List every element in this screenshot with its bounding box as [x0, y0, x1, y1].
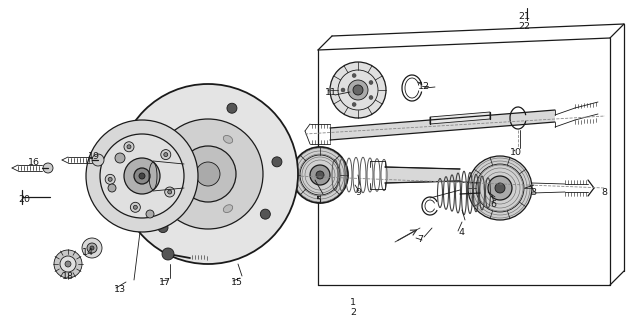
- Circle shape: [468, 156, 532, 220]
- Circle shape: [165, 187, 175, 197]
- Circle shape: [118, 84, 298, 264]
- Text: 2: 2: [350, 308, 356, 317]
- Text: 8: 8: [601, 188, 607, 197]
- Text: 11: 11: [325, 88, 337, 97]
- Circle shape: [100, 134, 184, 218]
- Circle shape: [134, 168, 150, 184]
- Circle shape: [105, 174, 115, 184]
- Text: 6: 6: [490, 200, 496, 209]
- Circle shape: [488, 176, 512, 200]
- Circle shape: [133, 205, 137, 209]
- Circle shape: [124, 142, 134, 152]
- Circle shape: [272, 157, 282, 167]
- Circle shape: [341, 88, 345, 92]
- Circle shape: [164, 153, 168, 156]
- Circle shape: [130, 202, 140, 212]
- Circle shape: [369, 95, 373, 100]
- Circle shape: [108, 184, 116, 192]
- Circle shape: [90, 246, 94, 250]
- Text: 4: 4: [459, 228, 465, 237]
- Circle shape: [168, 190, 172, 194]
- Text: 3: 3: [530, 188, 536, 197]
- Text: 20: 20: [18, 195, 30, 204]
- Circle shape: [60, 256, 76, 272]
- Circle shape: [54, 250, 82, 278]
- Circle shape: [108, 177, 112, 181]
- Polygon shape: [385, 167, 460, 183]
- Circle shape: [146, 210, 154, 218]
- Circle shape: [180, 146, 236, 202]
- Circle shape: [153, 119, 263, 229]
- Circle shape: [161, 149, 171, 160]
- Circle shape: [139, 173, 145, 179]
- Text: 12: 12: [418, 82, 430, 91]
- Circle shape: [162, 248, 174, 260]
- Text: 9: 9: [355, 188, 361, 197]
- Circle shape: [353, 85, 363, 95]
- Circle shape: [127, 145, 131, 149]
- Text: 13: 13: [114, 285, 126, 294]
- Text: 14: 14: [82, 248, 94, 257]
- Polygon shape: [430, 112, 490, 124]
- Text: 5: 5: [315, 196, 321, 205]
- Circle shape: [137, 145, 147, 155]
- Circle shape: [124, 158, 160, 194]
- Text: 18: 18: [62, 272, 74, 281]
- Circle shape: [260, 209, 270, 219]
- Circle shape: [310, 165, 330, 185]
- Text: 10: 10: [510, 148, 522, 157]
- Circle shape: [196, 162, 220, 186]
- Circle shape: [92, 154, 104, 166]
- Circle shape: [316, 171, 324, 179]
- Text: 1: 1: [350, 298, 356, 307]
- Circle shape: [369, 81, 373, 84]
- Circle shape: [292, 147, 348, 203]
- Circle shape: [352, 74, 356, 77]
- Ellipse shape: [223, 135, 233, 143]
- Ellipse shape: [165, 169, 172, 179]
- Text: 7: 7: [417, 235, 423, 244]
- Circle shape: [43, 163, 53, 173]
- Circle shape: [330, 62, 386, 118]
- Circle shape: [82, 238, 102, 258]
- Circle shape: [65, 261, 71, 267]
- Circle shape: [495, 183, 505, 193]
- Text: 15: 15: [231, 278, 243, 287]
- Circle shape: [352, 102, 356, 107]
- Circle shape: [115, 153, 125, 163]
- Text: 19: 19: [88, 152, 100, 161]
- Ellipse shape: [223, 205, 233, 212]
- Polygon shape: [330, 110, 555, 140]
- Circle shape: [86, 120, 198, 232]
- Circle shape: [227, 103, 237, 113]
- Circle shape: [87, 243, 97, 253]
- Text: 17: 17: [159, 278, 171, 287]
- Text: 16: 16: [28, 158, 40, 167]
- Circle shape: [158, 223, 168, 233]
- Circle shape: [348, 80, 368, 100]
- Text: 22: 22: [518, 22, 530, 31]
- Text: 21: 21: [518, 12, 530, 21]
